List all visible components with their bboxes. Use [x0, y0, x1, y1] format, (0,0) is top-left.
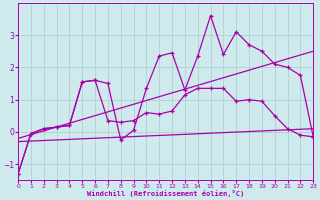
X-axis label: Windchill (Refroidissement éolien,°C): Windchill (Refroidissement éolien,°C) — [87, 190, 244, 197]
